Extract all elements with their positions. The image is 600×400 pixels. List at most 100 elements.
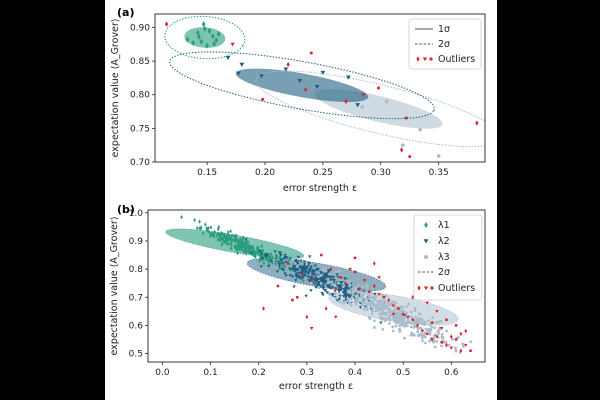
point-b-lambda2 (309, 289, 313, 293)
ellipse-2sigma-lambda2 (169, 51, 436, 120)
point-b-lambda2 (310, 273, 314, 277)
point-b-lambda3 (401, 309, 405, 313)
point-b-lambda1 (283, 263, 287, 269)
point-b-lambda3 (365, 283, 369, 287)
panel-a-frame (154, 13, 486, 163)
point-lambda1 (205, 42, 209, 49)
point-b-lambda3 (337, 269, 341, 273)
point-b-lambda3 (334, 296, 338, 300)
point-b-lambda1 (287, 258, 290, 263)
point-b-lambda3 (440, 333, 444, 336)
point-b-lambda2 (284, 274, 288, 278)
point-b-lambda1 (274, 253, 278, 258)
point-b-lambda2 (291, 275, 295, 279)
point-outlier (404, 116, 409, 121)
point-b-outlier (262, 306, 265, 311)
point-b-lambda3 (352, 290, 356, 294)
point-b-lambda2 (343, 296, 348, 300)
point-b-lambda3 (430, 325, 434, 329)
point-b-lambda1 (258, 257, 262, 262)
point-b-lambda1 (203, 222, 207, 227)
point-b-lambda3 (440, 344, 443, 348)
legend-b-outlier-triangle (423, 286, 429, 291)
point-b-outlier (353, 270, 357, 274)
point-b-lambda1 (256, 248, 260, 254)
point-b-lambda1 (210, 231, 214, 236)
point-b-lambda2 (300, 271, 305, 275)
point-b-lambda3 (469, 340, 473, 344)
point-b-lambda2 (316, 267, 320, 271)
point-b-outlier (334, 286, 338, 292)
point-b-lambda1 (217, 224, 221, 230)
point-outlier (376, 86, 380, 90)
point-b-lambda2 (297, 276, 301, 280)
point-b-lambda3 (395, 315, 398, 319)
point-b-lambda1 (241, 235, 245, 240)
point-b-lambda2 (338, 294, 342, 298)
y-tick-label: 0.9 (129, 237, 144, 247)
point-b-lambda3 (423, 335, 427, 339)
legend-lambda3-dot (424, 255, 428, 259)
point-b-lambda2 (293, 270, 297, 273)
point-b-lambda3 (339, 300, 342, 304)
point-lambda3 (418, 127, 422, 132)
point-b-lambda3 (402, 324, 406, 328)
point-b-lambda2 (292, 285, 296, 289)
point-b-lambda1 (258, 252, 261, 257)
point-b-lambda3 (454, 346, 457, 350)
point-b-lambda3 (381, 327, 385, 331)
point-b-lambda3 (305, 262, 309, 266)
point-b-lambda3 (433, 326, 437, 330)
point-b-lambda3 (365, 306, 369, 310)
point-b-lambda3 (409, 310, 413, 314)
panel-a-y-label: expectation value ⟨A_Grover⟩ (110, 18, 121, 157)
point-b-outlier (463, 343, 468, 347)
point-lambda2 (297, 78, 303, 83)
legend-b-2sigma-label: 2σ (438, 267, 450, 278)
point-b-lambda2 (260, 252, 264, 256)
y-tick-label: 0.8 (129, 265, 144, 275)
point-b-lambda3 (317, 285, 321, 289)
point-b-lambda2 (315, 280, 319, 284)
point-b-lambda3 (347, 290, 350, 294)
point-b-outlier (362, 279, 367, 283)
point-b-lambda3 (392, 309, 396, 312)
point-b-lambda2 (281, 261, 285, 265)
point-b-lambda3 (416, 317, 420, 321)
point-b-lambda1 (227, 241, 231, 247)
point-b-lambda3 (341, 285, 345, 289)
y-tick-label: 0.80 (130, 91, 150, 101)
panel-a-legend-box (408, 18, 482, 70)
point-b-outlier (285, 262, 290, 266)
point-b-lambda3 (445, 329, 449, 333)
point-b-lambda3 (360, 285, 364, 289)
point-lambda2 (345, 75, 351, 80)
point-b-lambda3 (398, 324, 402, 328)
point-b-lambda3 (427, 319, 430, 323)
point-b-lambda2 (345, 287, 349, 290)
point-b-lambda3 (349, 302, 353, 306)
point-b-lambda3 (373, 297, 377, 301)
legend-outlier-triangle (422, 57, 428, 62)
point-b-lambda3 (388, 322, 391, 325)
point-b-outlier (420, 329, 425, 333)
point-b-lambda2 (290, 267, 294, 271)
point-b-lambda1 (244, 241, 248, 247)
point-b-lambda2 (312, 273, 317, 277)
point-b-lambda2 (307, 261, 312, 265)
point-b-outlier (411, 295, 415, 300)
point-b-lambda3 (397, 318, 401, 322)
point-b-lambda3 (327, 272, 331, 276)
point-b-lambda3 (437, 320, 441, 324)
point-b-lambda1 (253, 252, 257, 257)
point-outlier (361, 93, 366, 97)
point-b-lambda3 (365, 308, 369, 312)
point-b-lambda3 (383, 319, 387, 323)
point-b-lambda3 (354, 286, 358, 290)
point-outlier (309, 51, 313, 55)
x-tick-label: 0.5 (396, 368, 410, 378)
point-b-lambda3 (319, 281, 323, 285)
point-b-lambda1 (209, 225, 213, 230)
point-b-lambda2 (292, 265, 296, 269)
point-b-lambda2 (302, 264, 307, 268)
